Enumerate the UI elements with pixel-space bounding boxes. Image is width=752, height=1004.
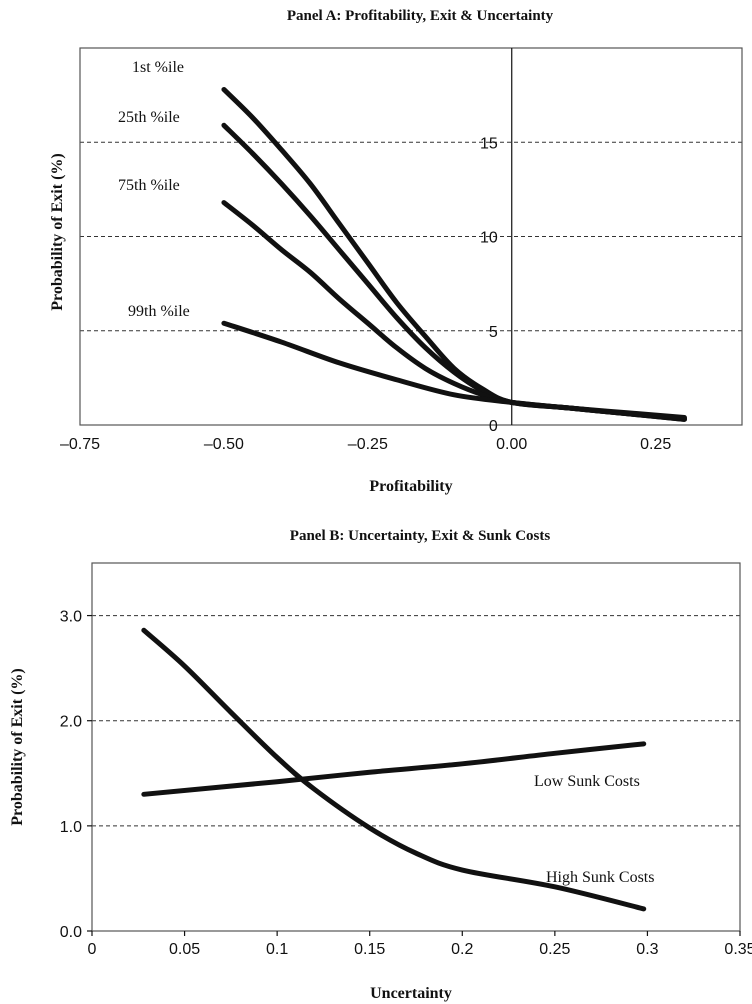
x-tick-label: 0.00 [496, 436, 527, 453]
series-line-high-sunk-costs [141, 627, 647, 912]
panel-a-y-axis-title: Probability of Exit (%) [49, 153, 66, 310]
panel-b-title: Panel B: Uncertainty, Exit & Sunk Costs [290, 528, 551, 544]
label-25th-percentile: 25th %ile [118, 109, 180, 126]
panel-a-x-axis-title: Profitability [369, 478, 452, 495]
y-tick-label: 0.0 [60, 924, 82, 941]
y-tick-label: 5 [489, 324, 498, 341]
x-tick-label: 0.25 [640, 436, 671, 453]
panel-b-y-axis-title: Probability of Exit (%) [9, 668, 26, 825]
panel-a: Panel A: Profitability, Exit & Uncertain… [49, 8, 743, 495]
label-high-sunk-costs: High Sunk Costs [546, 869, 654, 886]
panel-b-gridlines [92, 615, 740, 827]
y-tick-label: 10 [480, 230, 498, 247]
x-tick-label: 0.05 [169, 941, 200, 958]
panel-b: Panel B: Uncertainty, Exit & Sunk Costs … [9, 528, 752, 1002]
panel-a-plot-frame [79, 47, 743, 426]
panel-b-x-ticks: 0 0.05 0.1 0.15 0.2 0.25 0.3 0.35 [88, 931, 752, 958]
label-low-sunk-costs: Low Sunk Costs [534, 773, 640, 790]
label-1st-percentile: 1st %ile [132, 59, 184, 76]
y-tick-label: 3.0 [60, 609, 82, 626]
x-tick-label: 0.25 [539, 941, 570, 958]
panel-a-x-ticks: –0.75 –0.50 –0.25 0.00 0.25 [60, 436, 671, 453]
panel-b-plot-frame [91, 562, 741, 932]
x-tick-label: –0.25 [348, 436, 388, 453]
x-tick-label: 0 [88, 941, 97, 958]
y-tick-label: 1.0 [60, 819, 82, 836]
x-tick-label: 0.35 [724, 941, 752, 958]
x-tick-label: –0.75 [60, 436, 100, 453]
panel-b-x-axis-title: Uncertainty [370, 985, 452, 1002]
panel-a-series-labels: 1st %ile 25th %ile 75th %ile 99th %ile [118, 59, 190, 320]
x-tick-label: –0.50 [204, 436, 244, 453]
x-tick-label: 0.3 [636, 941, 658, 958]
panel-b-series-labels: Low Sunk Costs High Sunk Costs [534, 773, 654, 886]
y-tick-label: 2.0 [60, 714, 82, 731]
x-tick-label: 0.1 [266, 941, 288, 958]
x-tick-label: 0.15 [354, 941, 385, 958]
label-99th-percentile: 99th %ile [128, 303, 190, 320]
panel-b-y-ticks: 0.0 1.0 2.0 3.0 [60, 609, 92, 941]
panel-a-y-ticks: 0 5 10 15 [480, 135, 498, 435]
series-line-low-sunk-costs [141, 741, 647, 797]
y-tick-label: 0 [489, 418, 498, 435]
label-75th-percentile: 75th %ile [118, 177, 180, 194]
panel-b-series [141, 627, 647, 912]
y-tick-label: 15 [480, 135, 498, 152]
panel-a-series [221, 86, 687, 422]
series-line-75th-ile [221, 200, 687, 421]
series-line-25th-ile [221, 122, 687, 422]
x-tick-label: 0.2 [451, 941, 473, 958]
series-line-99th-ile [221, 320, 687, 420]
panel-a-title: Panel A: Profitability, Exit & Uncertain… [287, 8, 554, 24]
